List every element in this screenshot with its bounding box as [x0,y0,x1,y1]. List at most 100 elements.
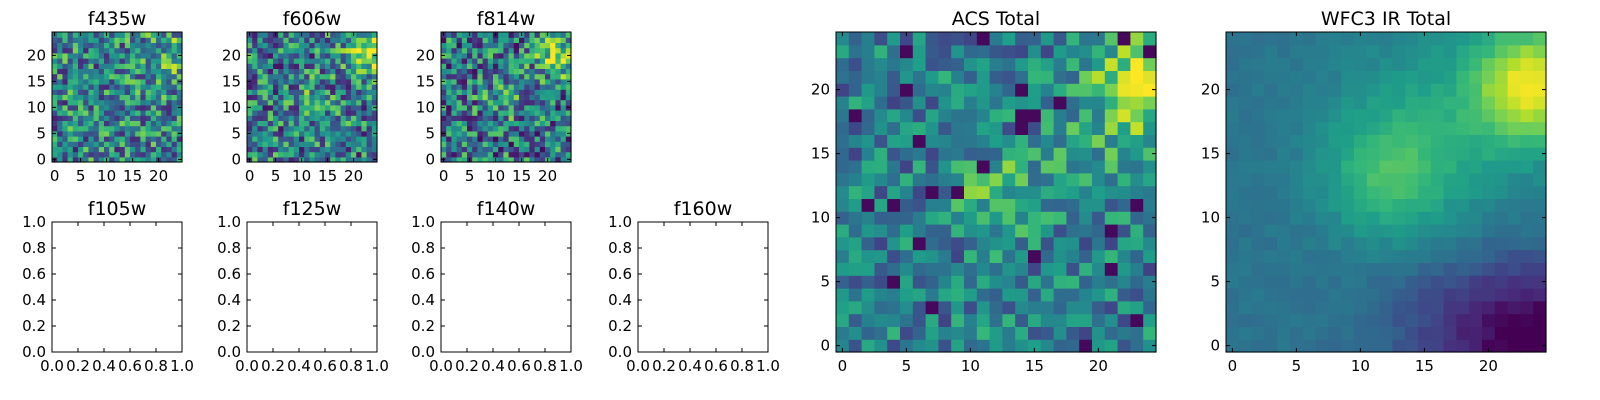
heatmap-cell [72,89,79,95]
heatmap-cell [1053,236,1067,251]
heatmap-cell [361,47,368,54]
heatmap-cell [247,84,253,90]
heatmap-cell [1366,224,1381,238]
heatmap-cell [319,125,326,132]
heatmap-cell [1117,288,1131,302]
heatmap-cell [513,99,520,106]
heatmap-cell [57,130,63,137]
heatmap-cell [278,130,284,137]
heatmap-cell [1418,313,1432,327]
heatmap-cell [1079,339,1093,353]
heatmap-cell [1277,172,1291,187]
heatmap-cell [912,70,927,84]
heatmap-cell [1328,44,1342,59]
heatmap-cell [340,78,347,85]
heatmap-cell [98,104,105,111]
heatmap-cell [1143,339,1157,353]
heatmap-cell [1507,339,1521,353]
heatmap-cell [560,104,567,111]
heatmap-cell [1277,57,1291,71]
heatmap-cell [366,94,373,101]
heatmap-cell [1379,57,1393,71]
heatmap-cell [1015,108,1029,123]
heatmap-cell [267,110,274,116]
heatmap-cell [503,78,510,85]
y-tick-label: 0 [36,150,46,168]
heatmap-cell [519,63,525,69]
heatmap-cell [288,78,295,85]
heatmap-cell [1053,83,1067,97]
heatmap-cell [1392,339,1406,353]
heatmap-cell [887,198,901,212]
heatmap-cell [83,156,89,163]
heatmap-cell [304,120,310,127]
heatmap-cell [925,134,939,148]
heatmap-cell [534,89,541,95]
heatmap-cell [472,125,478,132]
heatmap-cell [498,104,504,111]
heatmap-cell [361,37,368,43]
heatmap-cell [1405,172,1419,187]
heatmap-cell [524,151,530,158]
heatmap-cell [513,68,520,75]
heatmap-cell [78,42,84,49]
heatmap-cell [1482,160,1496,174]
heatmap-cell [314,42,321,49]
heatmap-cell [519,120,525,127]
heatmap-cell [1104,339,1119,353]
heatmap-cell [1302,57,1317,71]
heatmap-cell [874,121,888,135]
heatmap-cell [1277,134,1291,148]
heatmap-cell [283,115,290,121]
heatmap-cell [534,115,541,121]
heatmap-cell [1443,326,1457,340]
heatmap-cell [1066,211,1080,225]
heatmap-cell [1290,96,1304,110]
heatmap-cell [550,146,556,153]
heatmap-cell [161,32,167,38]
heatmap-cell [1238,185,1253,199]
heatmap-cell [283,156,290,163]
heatmap-cell [293,52,300,59]
heatmap-cell [257,73,264,80]
heatmap-cell [156,37,162,43]
axes-frame [1225,31,1547,353]
heatmap-cell [1117,121,1131,135]
heatmap-cell [1277,326,1291,340]
heatmap-cell [1520,96,1534,110]
heatmap-cell [565,63,572,69]
y-tick-label: 0 [231,150,241,168]
heatmap-cell [836,96,850,110]
heatmap-cell [1328,224,1342,238]
heatmap-cell [519,84,525,90]
heatmap-cell [293,37,300,43]
heatmap-cell [545,136,551,142]
heatmap-cell [938,249,952,263]
heatmap-cell [1040,57,1055,71]
heatmap-cell [257,52,264,59]
heatmap-cell [836,32,850,46]
heatmap-cell [1443,70,1457,84]
heatmap-cell [1040,288,1055,302]
heatmap-cell [262,63,269,69]
heatmap-cell [135,42,141,49]
heatmap-cell [345,84,352,90]
heatmap-cell [335,125,342,132]
heatmap-cell [293,141,300,147]
y-tick-label: 1.0 [608,213,632,231]
heatmap-cell [482,110,489,116]
heatmap-cell [456,125,463,132]
heatmap-cell [524,136,530,142]
heatmap-cell [1053,172,1067,187]
heatmap-cell [171,78,178,85]
heatmap-cell [72,156,79,163]
heatmap-cell [477,78,484,85]
heatmap-cell [156,84,162,90]
heatmap-cell [524,141,530,147]
heatmap-cell [1015,275,1029,289]
heatmap-cell [1520,326,1534,340]
heatmap-cell [467,120,473,127]
heatmap-cell [319,73,326,80]
heatmap-cell [267,104,274,111]
heatmap-cell [278,104,284,111]
